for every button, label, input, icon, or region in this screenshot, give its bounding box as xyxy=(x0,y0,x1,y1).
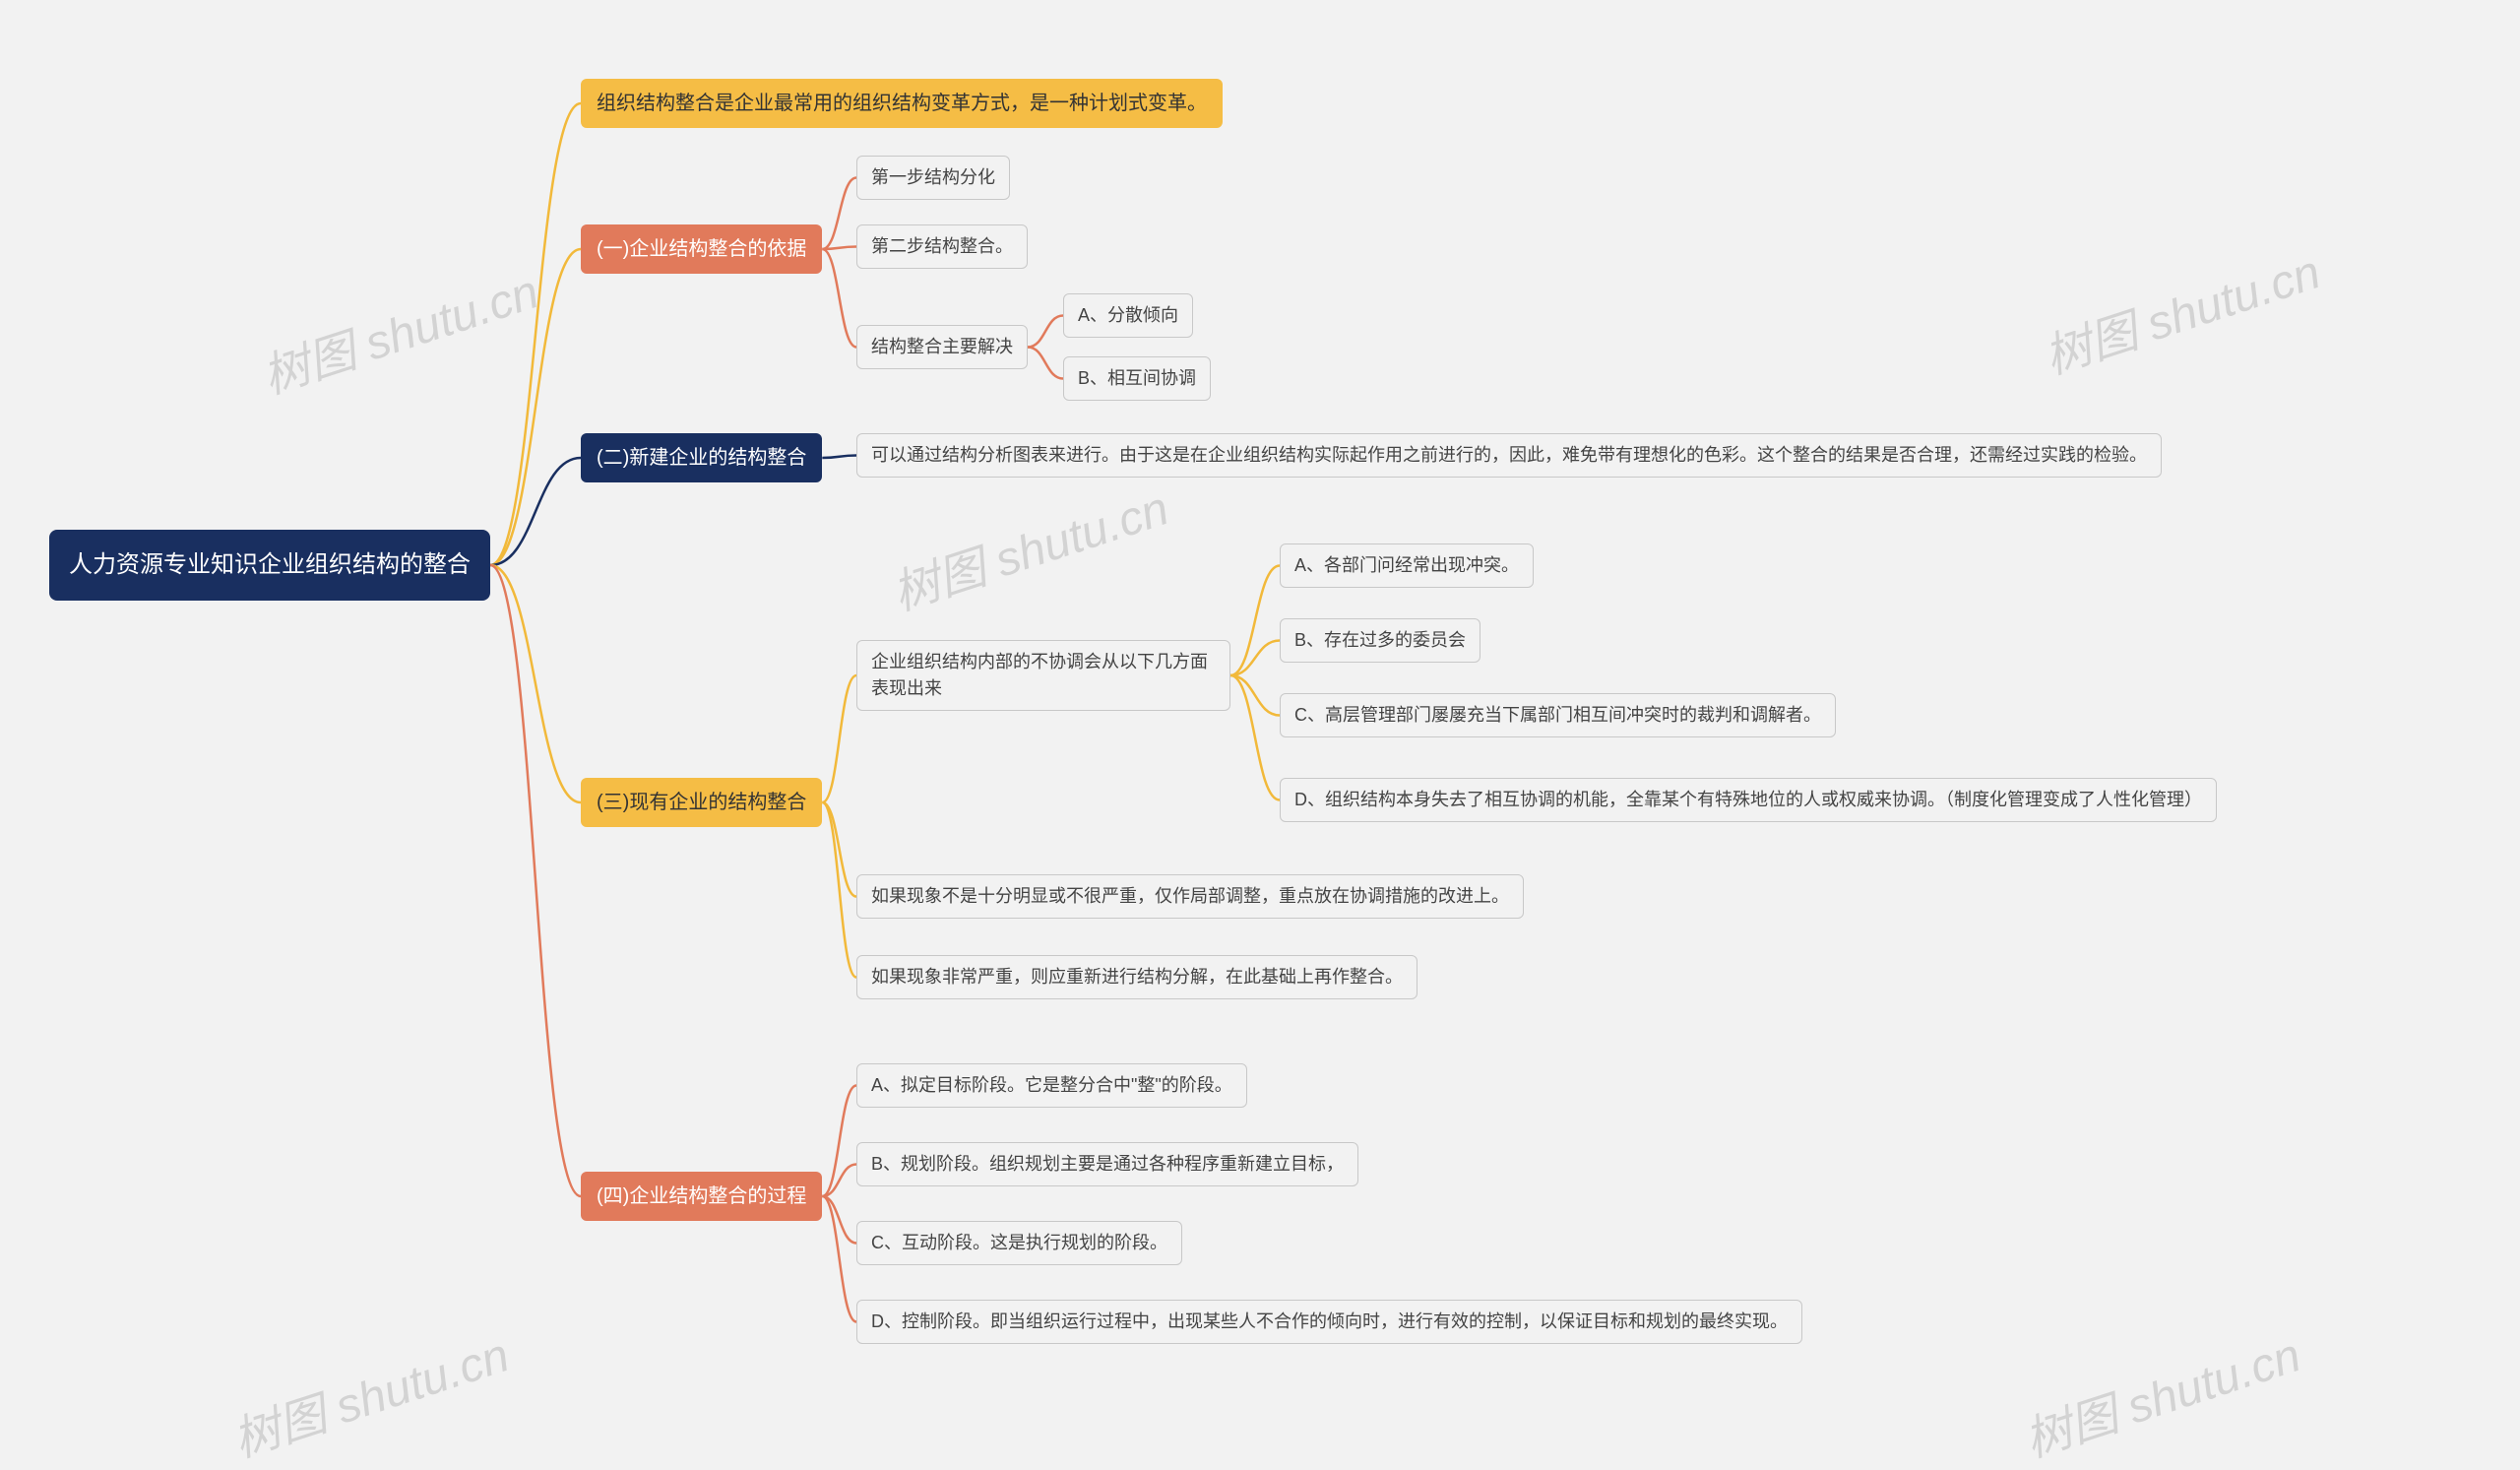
leaf-node[interactable]: D、组织结构本身失去了相互协调的机能，全靠某个有特殊地位的人或权威来协调。（制度… xyxy=(1280,778,2217,822)
branch-node[interactable]: (二)新建企业的结构整合 xyxy=(581,433,822,482)
leaf-node[interactable]: A、各部门问经常出现冲突。 xyxy=(1280,543,1534,588)
leaf-node[interactable]: B、存在过多的委员会 xyxy=(1280,618,1480,663)
leaf-node[interactable]: D、控制阶段。即当组织运行过程中，出现某些人不合作的倾向时，进行有效的控制，以保… xyxy=(856,1300,1802,1344)
watermark: 树图 shutu.cn xyxy=(252,253,545,407)
leaf-node[interactable]: A、分散倾向 xyxy=(1063,293,1193,338)
leaf-node[interactable]: 结构整合主要解决 xyxy=(856,325,1028,369)
root-node[interactable]: 人力资源专业知识企业组织结构的整合 xyxy=(49,530,490,601)
leaf-node[interactable]: 如果现象不是十分明显或不很严重，仅作局部调整，重点放在协调措施的改进上。 xyxy=(856,874,1524,919)
leaf-node[interactable]: B、相互间协调 xyxy=(1063,356,1211,401)
branch-node[interactable]: 组织结构整合是企业最常用的组织结构变革方式，是一种计划式变革。 xyxy=(581,79,1223,128)
branch-node[interactable]: (四)企业结构整合的过程 xyxy=(581,1172,822,1221)
leaf-node[interactable]: B、规划阶段。组织规划主要是通过各种程序重新建立目标， xyxy=(856,1142,1358,1186)
leaf-node[interactable]: 如果现象非常严重，则应重新进行结构分解，在此基础上再作整合。 xyxy=(856,955,1418,999)
leaf-node[interactable]: C、高层管理部门屡屡充当下属部门相互间冲突时的裁判和调解者。 xyxy=(1280,693,1836,737)
leaf-node[interactable]: 第二步结构整合。 xyxy=(856,224,1028,269)
branch-node[interactable]: (三)现有企业的结构整合 xyxy=(581,778,822,827)
leaf-node[interactable]: 企业组织结构内部的不协调会从以下几方面表现出来 xyxy=(856,640,1230,711)
leaf-node[interactable]: C、互动阶段。这是执行规划的阶段。 xyxy=(856,1221,1182,1265)
leaf-node[interactable]: 第一步结构分化 xyxy=(856,156,1010,200)
leaf-node[interactable]: A、拟定目标阶段。它是整分合中"整"的阶段。 xyxy=(856,1063,1247,1108)
watermark: 树图 shutu.cn xyxy=(222,1316,516,1470)
watermark: 树图 shutu.cn xyxy=(882,470,1175,623)
connectors-svg xyxy=(0,0,2520,1465)
branch-node[interactable]: (一)企业结构整合的依据 xyxy=(581,224,822,274)
leaf-node[interactable]: 可以通过结构分析图表来进行。由于这是在企业组织结构实际起作用之前进行的，因此，难… xyxy=(856,433,2162,478)
watermark: 树图 shutu.cn xyxy=(2034,233,2327,387)
watermark: 树图 shutu.cn xyxy=(2014,1316,2307,1470)
